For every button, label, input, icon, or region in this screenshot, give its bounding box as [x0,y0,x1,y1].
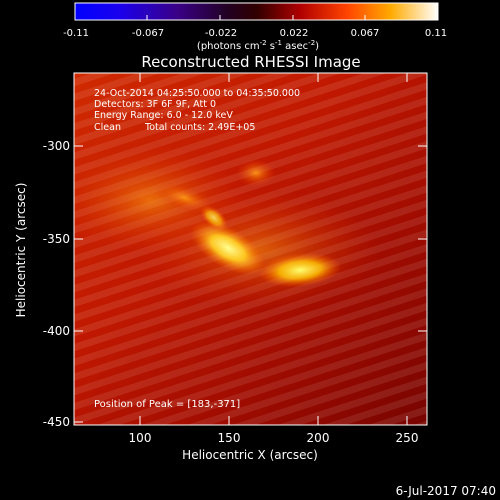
colorbar-tick-label: -0.11 [63,28,89,39]
x-tick-labels: 100 150 200 250 [129,431,419,445]
plot-frame [73,72,428,426]
colorbar-tick-labels: -0.11 -0.067 -0.022 0.022 0.067 0.11 [63,28,447,39]
info-time-range: 24-Oct-2014 04:25:50.000 to 04:35:50.000 [94,88,300,99]
x-axis-label: Heliocentric X (arcsec) [182,448,318,462]
y-tick-label: -350 [43,232,70,246]
rhessi-image [74,73,427,425]
colorbar-unit-label: (photons cm-2 s-1 asec-2) [197,39,319,52]
peak-position: Position of Peak = [183,-371] [94,399,240,410]
colorbar-tick-label: 0.067 [351,28,380,39]
x-tick-label: 150 [218,431,241,445]
colorbar [74,2,439,21]
colorbar-tick-label: -0.067 [132,28,164,39]
y-tick-label: -300 [43,139,70,153]
footer-date: 6-Jul-2017 07:40 [396,484,496,498]
x-tick-label: 250 [396,431,419,445]
x-tick-label: 200 [307,431,330,445]
info-clean: Clean [94,122,121,133]
colorbar-tick-label: -0.022 [205,28,237,39]
y-axis-label: Heliocentric Y (arcsec) [14,183,28,318]
y-tick-label: -450 [43,415,70,429]
page-title: Reconstructed RHESSI Image [141,53,360,71]
y-tick-label: -400 [43,324,70,338]
info-total-counts: Total counts: 2.49E+05 [144,122,255,133]
x-tick-label: 100 [129,431,152,445]
info-energy-range: Energy Range: 6.0 - 12.0 keV [94,110,233,121]
y-axis-ticks [74,145,427,423]
info-detectors: Detectors: 3F 6F 9F, Att 0 [94,99,216,110]
colorbar-tick-label: 0.022 [280,28,309,39]
x-axis-ticks [139,73,408,425]
y-tick-labels: -300 -350 -400 -450 [43,139,70,429]
colorbar-tick-label: 0.11 [425,28,447,39]
info-overlay: 24-Oct-2014 04:25:50.000 to 04:35:50.000… [94,88,300,133]
colorbar-ticks [74,15,438,20]
